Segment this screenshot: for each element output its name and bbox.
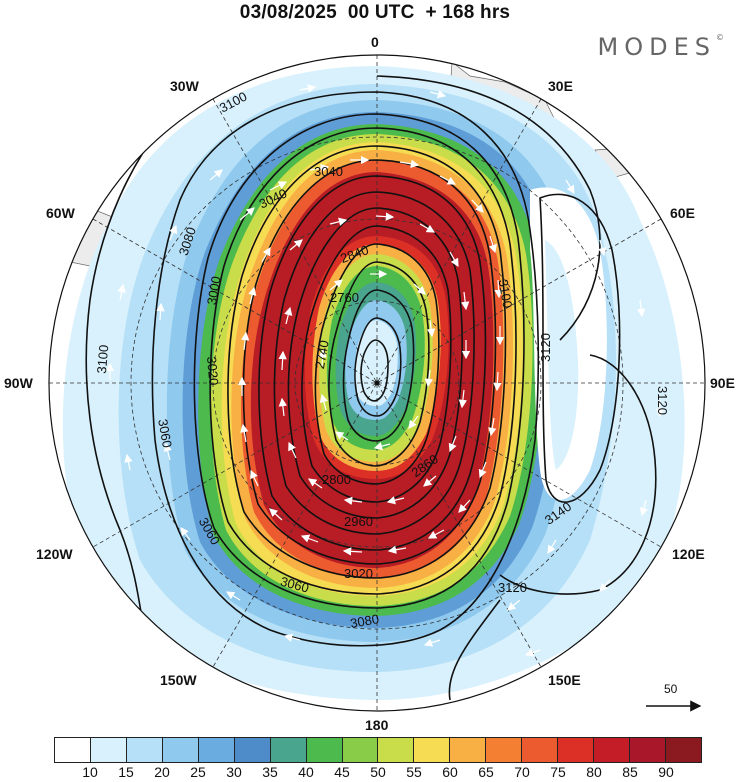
lon-label-60w: 60W [46,205,75,221]
south-pole-marker [374,380,380,386]
colorbar-tick-label: 50 [370,764,386,780]
contour-label: 3080 [349,611,380,631]
colorbar-tick-label: 35 [262,764,278,780]
contour-label: 3060 [279,574,311,596]
reference-vector: 50 [640,682,706,716]
contour-label: 3040 [314,164,343,179]
colorbar-swatch [342,738,379,762]
colorbar-ticks: 10 15 20 25 30 35 40 45 50 55 60 65 70 75 80 85 90 [54,764,702,782]
colorbar-tick-label: 45 [334,764,350,780]
contour-label: 3020 [204,356,221,386]
colorbar-swatch [306,738,343,762]
lon-label-60e: 60E [670,205,695,221]
colorbar-swatch [234,738,271,762]
colorbar-swatch [198,738,235,762]
lon-label-150w: 150W [160,672,197,688]
shade-weak-east-2 [545,240,579,470]
brand-logo: MODES© [598,33,724,61]
wind-vectors [105,84,665,657]
lon-label-90w: 90W [4,375,33,391]
contour-label: 2740 [312,339,332,370]
colorbar-tick-label: 10 [82,764,98,780]
colorbar-swatch [486,738,523,762]
contour-label: 2960 [344,514,373,529]
colorbar-tick-label: 25 [190,764,206,780]
map-disk: 3100 3040 3040 3080 3100 3120 3140 3120 … [49,55,705,711]
map-title: 03/08/2025 00 UTC + 168 hrs [239,2,511,23]
contour-label: 2800 [322,472,351,487]
colorbar-swatch [162,738,199,762]
colorbar-swatch [558,738,595,762]
colorbar-tick-label: 75 [550,764,566,780]
colorbar-tick-label: 55 [406,764,422,780]
contour-label: 2760 [330,290,359,305]
colorbar-swatch [414,738,451,762]
lon-label-90e: 90E [710,375,735,391]
colorbar-swatch [378,738,415,762]
colorbar-tick-label: 40 [298,764,314,780]
reference-vector-label: 50 [664,682,678,696]
lon-label-120e: 120E [672,546,705,562]
contour-label: 3020 [344,566,373,581]
colorbar-swatch [630,738,666,762]
colorbar-tick-label: 65 [478,764,494,780]
lon-label-30w: 30W [170,78,199,94]
colorbar-tick-label: 15 [118,764,134,780]
brand-name: MODES [597,33,716,61]
colorbar-tick-label: 80 [586,764,602,780]
contour-label: 3060 [155,418,175,449]
colorbar-tick-label: 90 [658,764,674,780]
brand-mark: © [716,33,724,42]
colorbar-swatch [522,738,559,762]
graticule [49,55,705,711]
lon-label-150e: 150E [548,672,581,688]
wind-speed-shading [62,66,685,700]
lon-label-180: 180 [365,717,389,733]
contour-label: 3100 [495,278,515,309]
colorbar-tick-label: 70 [514,764,530,780]
colorbar-swatch [665,738,701,762]
colorbar-swatch [126,738,163,762]
colorbar-tick-label: 20 [154,764,170,780]
colorbar-tick-label: 60 [442,764,458,780]
contour-label: 3120 [498,580,527,595]
contour-label: 3000 [204,275,224,306]
colorbar-tick-label: 85 [622,764,638,780]
colorbar [54,737,702,763]
contour-label: 3120 [538,333,553,362]
colorbar-swatch [55,738,91,762]
lon-label-30e: 30E [548,78,573,94]
colorbar-swatch [594,738,630,762]
colorbar-tick-label: 30 [226,764,242,780]
colorbar-swatch [450,738,487,762]
lon-label-0: 0 [371,34,379,50]
contour-label: 3120 [655,386,670,415]
colorbar-swatch [270,738,307,762]
contour-label: 3100 [94,344,111,374]
colorbar-swatch [90,738,127,762]
height-contours [85,75,657,701]
lon-label-120w: 120W [36,546,73,562]
